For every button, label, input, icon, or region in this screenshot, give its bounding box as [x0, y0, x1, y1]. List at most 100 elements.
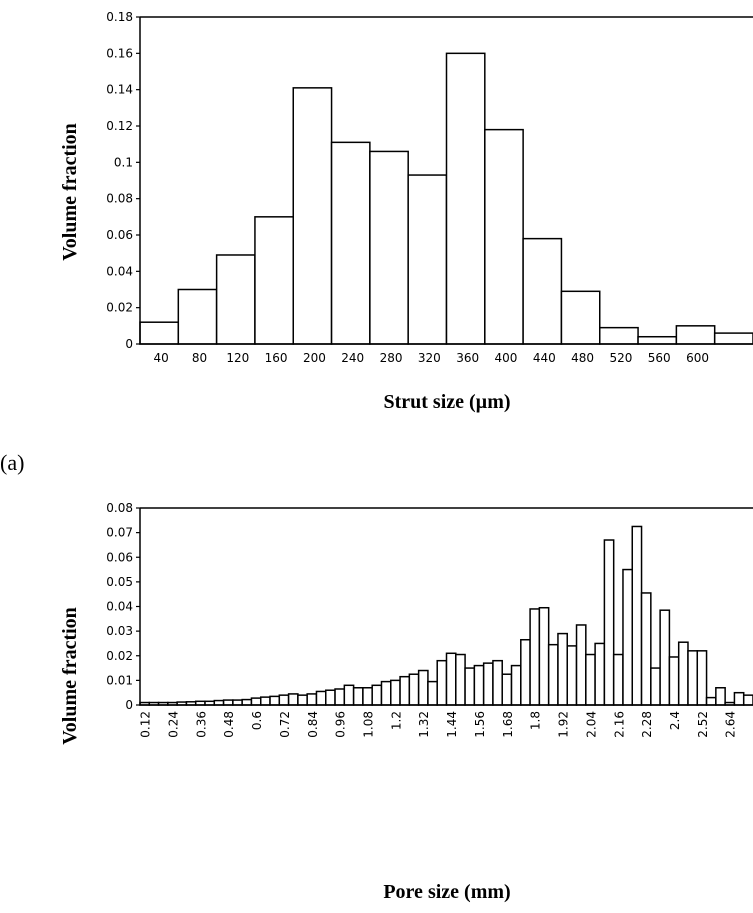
strut-bars — [139, 52, 753, 345]
pore-bar — [241, 698, 253, 706]
strut-y-tick-label: 0.06 — [106, 228, 133, 242]
pore-bar — [631, 525, 643, 706]
pore-bar — [696, 650, 708, 706]
strut-size-histogram: 0 0.02 0.04 0.06 0.08 0.1 0.12 0.14 0.16 0.18 40 8… — [59, 10, 753, 413]
strut-y-tick-label: 0.16 — [106, 46, 133, 60]
pore-bar — [334, 688, 346, 706]
pore-bar — [473, 664, 485, 706]
pore-bar — [436, 659, 448, 706]
pore-x-tick-label: 2.52 — [696, 711, 710, 738]
pore-bar — [325, 689, 336, 706]
pore-bar — [464, 667, 476, 706]
pore-bar — [687, 650, 699, 706]
strut-x-tick-label: 400 — [495, 351, 518, 365]
strut-x-axis-title: Strut size (µm) — [383, 391, 510, 413]
strut-y-tick-label: 0.18 — [106, 10, 133, 24]
strut-y-axis-title: Volume fraction — [59, 123, 81, 261]
pore-y-tick-label: 0.05 — [106, 575, 133, 589]
strut-bar-200-240 — [330, 141, 371, 345]
strut-y-tick-label: 0.12 — [106, 119, 133, 133]
pore-bar — [445, 652, 457, 706]
pore-y-axis-title: Volume fraction — [59, 607, 81, 745]
pore-bar — [269, 695, 281, 706]
strut-x-tick-label: 360 — [456, 351, 479, 365]
pore-x-tick-label: 1.32 — [417, 711, 431, 738]
pore-size-histogram: 00.010.020.030.040.050.060.070.08 0.12 0.… — [59, 501, 753, 903]
pore-y-tick-label: 0.07 — [106, 526, 133, 540]
strut-bar-80-120 — [215, 254, 256, 345]
pore-bar — [297, 694, 308, 706]
pore-bar — [715, 687, 726, 706]
strut-bar-600-640 — [713, 332, 753, 345]
pore-x-tick-label: 1.2 — [389, 711, 403, 730]
strut-x-tick-label: 280 — [380, 351, 403, 365]
strut-y-ticks: 0 0.02 0.04 0.06 0.08 0.1 0.12 0.14 0.16 0.18 — [106, 10, 140, 351]
strut-y-tick-label: 0.02 — [106, 301, 133, 315]
pore-x-tick-label: 0.84 — [306, 711, 320, 738]
pore-bar — [585, 653, 596, 706]
pore-bar — [510, 664, 522, 706]
pore-bar — [482, 662, 494, 706]
strut-bar-0-40 — [139, 321, 180, 345]
strut-bar-240-280 — [369, 150, 409, 345]
strut-bar-400-440 — [522, 237, 563, 345]
pore-y-tick-label: 0.04 — [106, 600, 133, 614]
pore-bar — [612, 653, 624, 706]
pore-x-tick-label: 1.08 — [361, 711, 375, 738]
pore-bar — [371, 684, 383, 706]
strut-y-tick-label: 0.04 — [106, 264, 133, 278]
pore-bar — [492, 659, 503, 706]
strut-bar-440-480 — [560, 290, 601, 345]
pore-bar — [622, 568, 634, 706]
pore-bar — [529, 608, 541, 706]
strut-x-tick-label: 440 — [533, 351, 556, 365]
pore-bar — [278, 694, 290, 706]
pore-y-ticks: 0 0.01 0.02 0.03 0.04 0.05 0.06 0.07 0.08 — [106, 501, 140, 712]
pore-x-tick-label: 0.12 — [139, 711, 153, 738]
strut-bar-120-160 — [254, 216, 294, 345]
strut-bar-520-560 — [637, 335, 678, 345]
pore-bar — [501, 673, 513, 706]
pore-x-tick-label: 1.92 — [557, 711, 571, 738]
strut-y-tick-label: 0 — [125, 337, 133, 351]
pore-bar — [520, 638, 531, 706]
pore-x-tick-label: 0.6 — [250, 711, 264, 730]
pore-x-axis-title: Pore size (mm) — [383, 881, 510, 903]
pore-bar — [306, 693, 318, 706]
pore-bar — [640, 592, 652, 706]
pore-bar — [733, 691, 745, 706]
strut-bar-160-200 — [292, 87, 333, 345]
pore-bar — [399, 675, 411, 706]
pore-x-tick-label: 2.04 — [584, 711, 598, 738]
pore-bar — [352, 687, 364, 706]
pore-bars — [139, 525, 753, 706]
pore-bar — [417, 669, 429, 706]
strut-x-tick-label: 200 — [303, 351, 326, 365]
pore-x-ticks: 0.12 0.24 0.36 0.48 0.6 0.72 0.84 0.96 1.08 1.2 1.… — [139, 711, 738, 738]
pore-bar — [455, 653, 466, 706]
strut-x-tick-label: 560 — [648, 351, 671, 365]
pore-bar — [538, 606, 550, 706]
strut-bar-480-520 — [599, 326, 639, 345]
pore-bar — [557, 632, 568, 706]
strut-x-tick-label: 80 — [192, 351, 207, 365]
pore-bar — [362, 687, 373, 706]
pore-bar — [677, 641, 689, 706]
pore-bar — [603, 539, 615, 706]
pore-x-tick-label: 1.56 — [473, 711, 487, 738]
pore-bar — [575, 624, 587, 706]
pore-y-tick-label: 0.02 — [106, 649, 133, 663]
panel-label-a: (a) — [0, 450, 24, 475]
pore-x-tick-label: 1.8 — [529, 711, 543, 730]
pore-x-tick-label: 0.48 — [222, 711, 236, 738]
strut-x-tick-label: 600 — [686, 351, 709, 365]
pore-bar — [547, 643, 559, 706]
strut-x-tick-label: 40 — [154, 351, 169, 365]
pore-bar — [315, 690, 327, 706]
pore-x-tick-label: 2.64 — [724, 711, 738, 738]
strut-x-tick-label: 520 — [609, 351, 632, 365]
pore-bar — [650, 667, 661, 706]
strut-x-tick-label: 120 — [226, 351, 249, 365]
strut-y-tick-label: 0.14 — [106, 83, 133, 97]
strut-bar-360-400 — [484, 128, 524, 345]
